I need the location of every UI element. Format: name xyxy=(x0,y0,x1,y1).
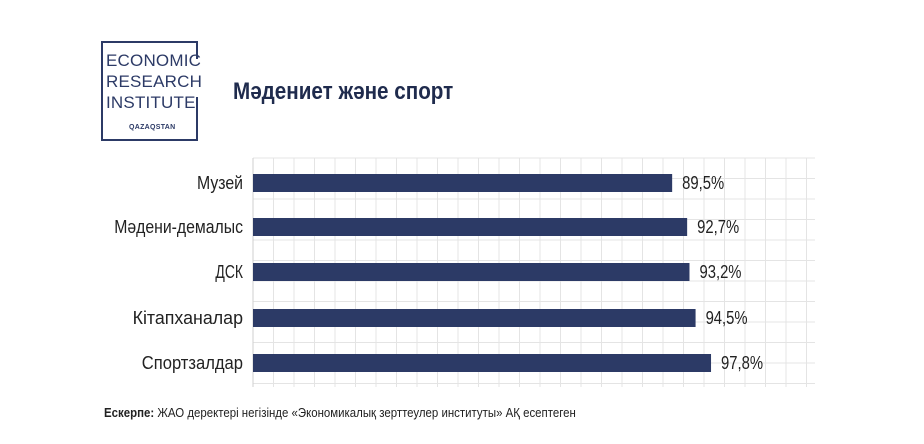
category-label: Мәдени-демалыс xyxy=(114,217,243,237)
footnote-text: ЖАО деректері негізінде «Экономикалық зе… xyxy=(154,405,576,420)
category-labels: Музей Мәдени-демалыс ДСК Кітапханалар Спортз… xyxy=(114,173,243,373)
category-label: Кітапханалар xyxy=(133,308,243,328)
footnote-label: Ескерпе: xyxy=(104,405,155,420)
logo-frame-right-top xyxy=(196,41,198,59)
category-label: ДСК xyxy=(215,262,243,282)
chart-title: Мәдениет және спорт xyxy=(233,78,454,105)
value-label: 94,5% xyxy=(706,308,748,328)
value-label: 93,2% xyxy=(699,262,741,282)
value-label: 97,8% xyxy=(721,353,763,373)
bars xyxy=(253,174,712,372)
logo-line-1: ECONOMIC xyxy=(106,51,202,70)
bar-5 xyxy=(253,354,712,372)
logo-line-2: RESEARCH xyxy=(106,72,203,91)
value-label: 89,5% xyxy=(682,173,724,193)
value-labels: 89,5% 92,7% 93,2% 94,5% 97,8% xyxy=(682,173,763,373)
bar-2 xyxy=(253,218,688,236)
bar-1 xyxy=(253,174,673,192)
logo-line-3: INSTITUTE xyxy=(106,93,196,112)
value-label: 92,7% xyxy=(697,217,739,237)
logo-subtitle: QAZAQSTAN xyxy=(129,124,176,131)
category-label: Музей xyxy=(197,173,243,193)
logo-frame xyxy=(101,41,198,141)
bar-4 xyxy=(253,309,696,327)
logo-frame-right-bottom xyxy=(196,97,198,141)
footnote: Ескерпе: ЖАО деректері негізінде «Эконом… xyxy=(104,405,576,420)
category-label: Спортзалдар xyxy=(142,353,243,373)
bar-3 xyxy=(253,263,690,281)
